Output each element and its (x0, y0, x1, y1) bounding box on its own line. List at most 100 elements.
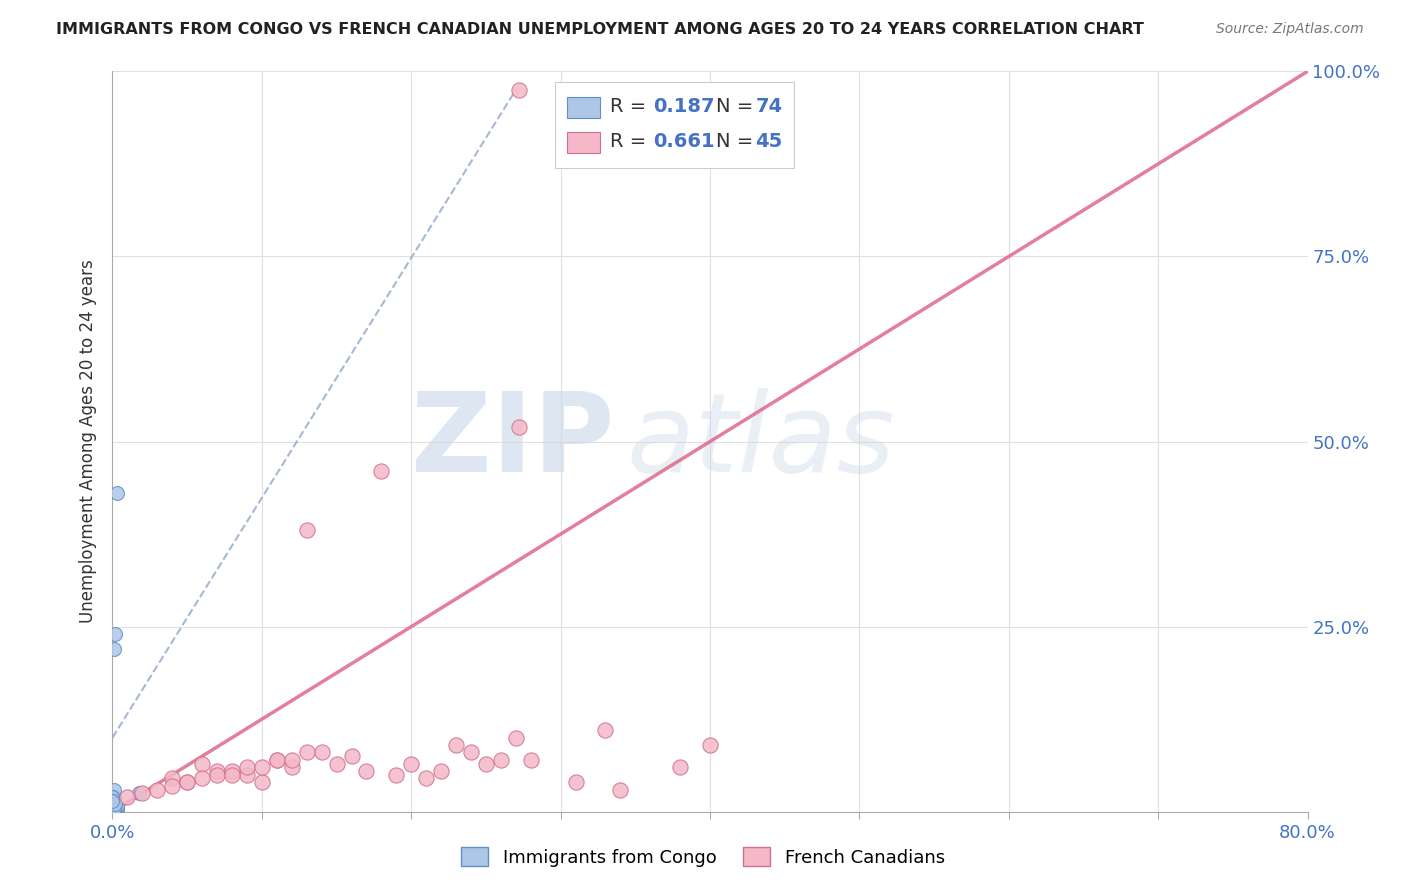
Point (162, 772, 183, 786)
Point (101, 794, 124, 808)
Point (104, 797, 127, 812)
Point (101, 794, 124, 808)
Point (430, 764, 453, 778)
Point (104, 797, 127, 812)
Text: 74: 74 (755, 96, 783, 116)
Text: atlas: atlas (627, 388, 896, 495)
Point (104, 801, 127, 815)
Point (103, 798, 125, 813)
Point (221, 764, 243, 778)
Point (609, 782, 631, 797)
Point (415, 772, 437, 786)
Point (508, 419, 530, 434)
Point (460, 746, 482, 760)
Point (104, 794, 127, 808)
Text: Source: ZipAtlas.com: Source: ZipAtlas.com (1216, 22, 1364, 37)
FancyBboxPatch shape (567, 97, 600, 118)
Point (101, 789, 124, 804)
Point (105, 801, 128, 815)
Point (295, 746, 318, 760)
Point (101, 794, 124, 808)
Point (103, 801, 125, 815)
Point (101, 797, 124, 812)
Point (101, 798, 124, 813)
Point (356, 764, 378, 778)
Point (250, 760, 273, 774)
Point (103, 798, 125, 813)
Point (281, 760, 304, 774)
Point (103, 797, 125, 812)
Point (104, 801, 127, 815)
Point (191, 772, 214, 786)
Point (205, 764, 228, 778)
Point (103, 801, 125, 815)
Point (444, 738, 467, 752)
Point (101, 801, 124, 815)
Point (105, 798, 128, 813)
Text: ZIP: ZIP (411, 388, 614, 495)
Text: 45: 45 (755, 132, 783, 152)
Point (104, 798, 127, 813)
Point (236, 767, 259, 781)
Point (101, 801, 124, 815)
Point (162, 779, 183, 793)
Point (128, 786, 150, 800)
Point (103, 798, 125, 813)
Point (176, 775, 198, 789)
Point (266, 753, 288, 767)
Text: R =: R = (610, 96, 652, 116)
Point (489, 753, 512, 767)
Point (103, 794, 125, 808)
Text: N =: N = (716, 96, 759, 116)
Point (595, 723, 617, 738)
Point (103, 797, 125, 812)
Point (385, 767, 408, 781)
Point (103, 801, 125, 815)
Text: R =: R = (610, 132, 652, 152)
Point (101, 794, 124, 808)
Point (103, 789, 125, 804)
FancyBboxPatch shape (554, 82, 794, 168)
Point (105, 801, 128, 815)
Point (221, 767, 243, 781)
Point (101, 797, 124, 812)
Text: 0.661: 0.661 (652, 132, 714, 152)
Point (101, 794, 124, 808)
Point (508, 83, 530, 97)
Point (205, 767, 228, 781)
Point (295, 524, 318, 538)
Point (669, 760, 692, 774)
Point (103, 797, 125, 812)
Point (101, 798, 124, 813)
Point (104, 797, 127, 812)
Point (281, 753, 304, 767)
Point (104, 798, 127, 813)
Point (101, 794, 124, 808)
Point (325, 756, 347, 771)
Point (236, 760, 259, 774)
Point (401, 756, 423, 771)
Point (311, 746, 333, 760)
Point (105, 486, 128, 500)
Point (104, 797, 127, 812)
Point (101, 797, 124, 812)
Point (103, 797, 125, 812)
Point (103, 797, 125, 812)
Point (101, 789, 124, 804)
Point (191, 756, 214, 771)
Point (176, 775, 198, 789)
Point (104, 798, 127, 813)
Y-axis label: Unemployment Among Ages 20 to 24 years: Unemployment Among Ages 20 to 24 years (79, 260, 97, 624)
Point (104, 801, 127, 815)
Point (101, 789, 124, 804)
Point (103, 641, 125, 656)
Point (101, 789, 124, 804)
Text: IMMIGRANTS FROM CONGO VS FRENCH CANADIAN UNEMPLOYMENT AMONG AGES 20 TO 24 YEARS : IMMIGRANTS FROM CONGO VS FRENCH CANADIAN… (56, 22, 1144, 37)
Point (117, 789, 139, 804)
FancyBboxPatch shape (567, 132, 600, 153)
Point (520, 753, 543, 767)
Point (101, 794, 124, 808)
Point (105, 801, 128, 815)
Point (250, 775, 273, 789)
Point (131, 786, 153, 800)
